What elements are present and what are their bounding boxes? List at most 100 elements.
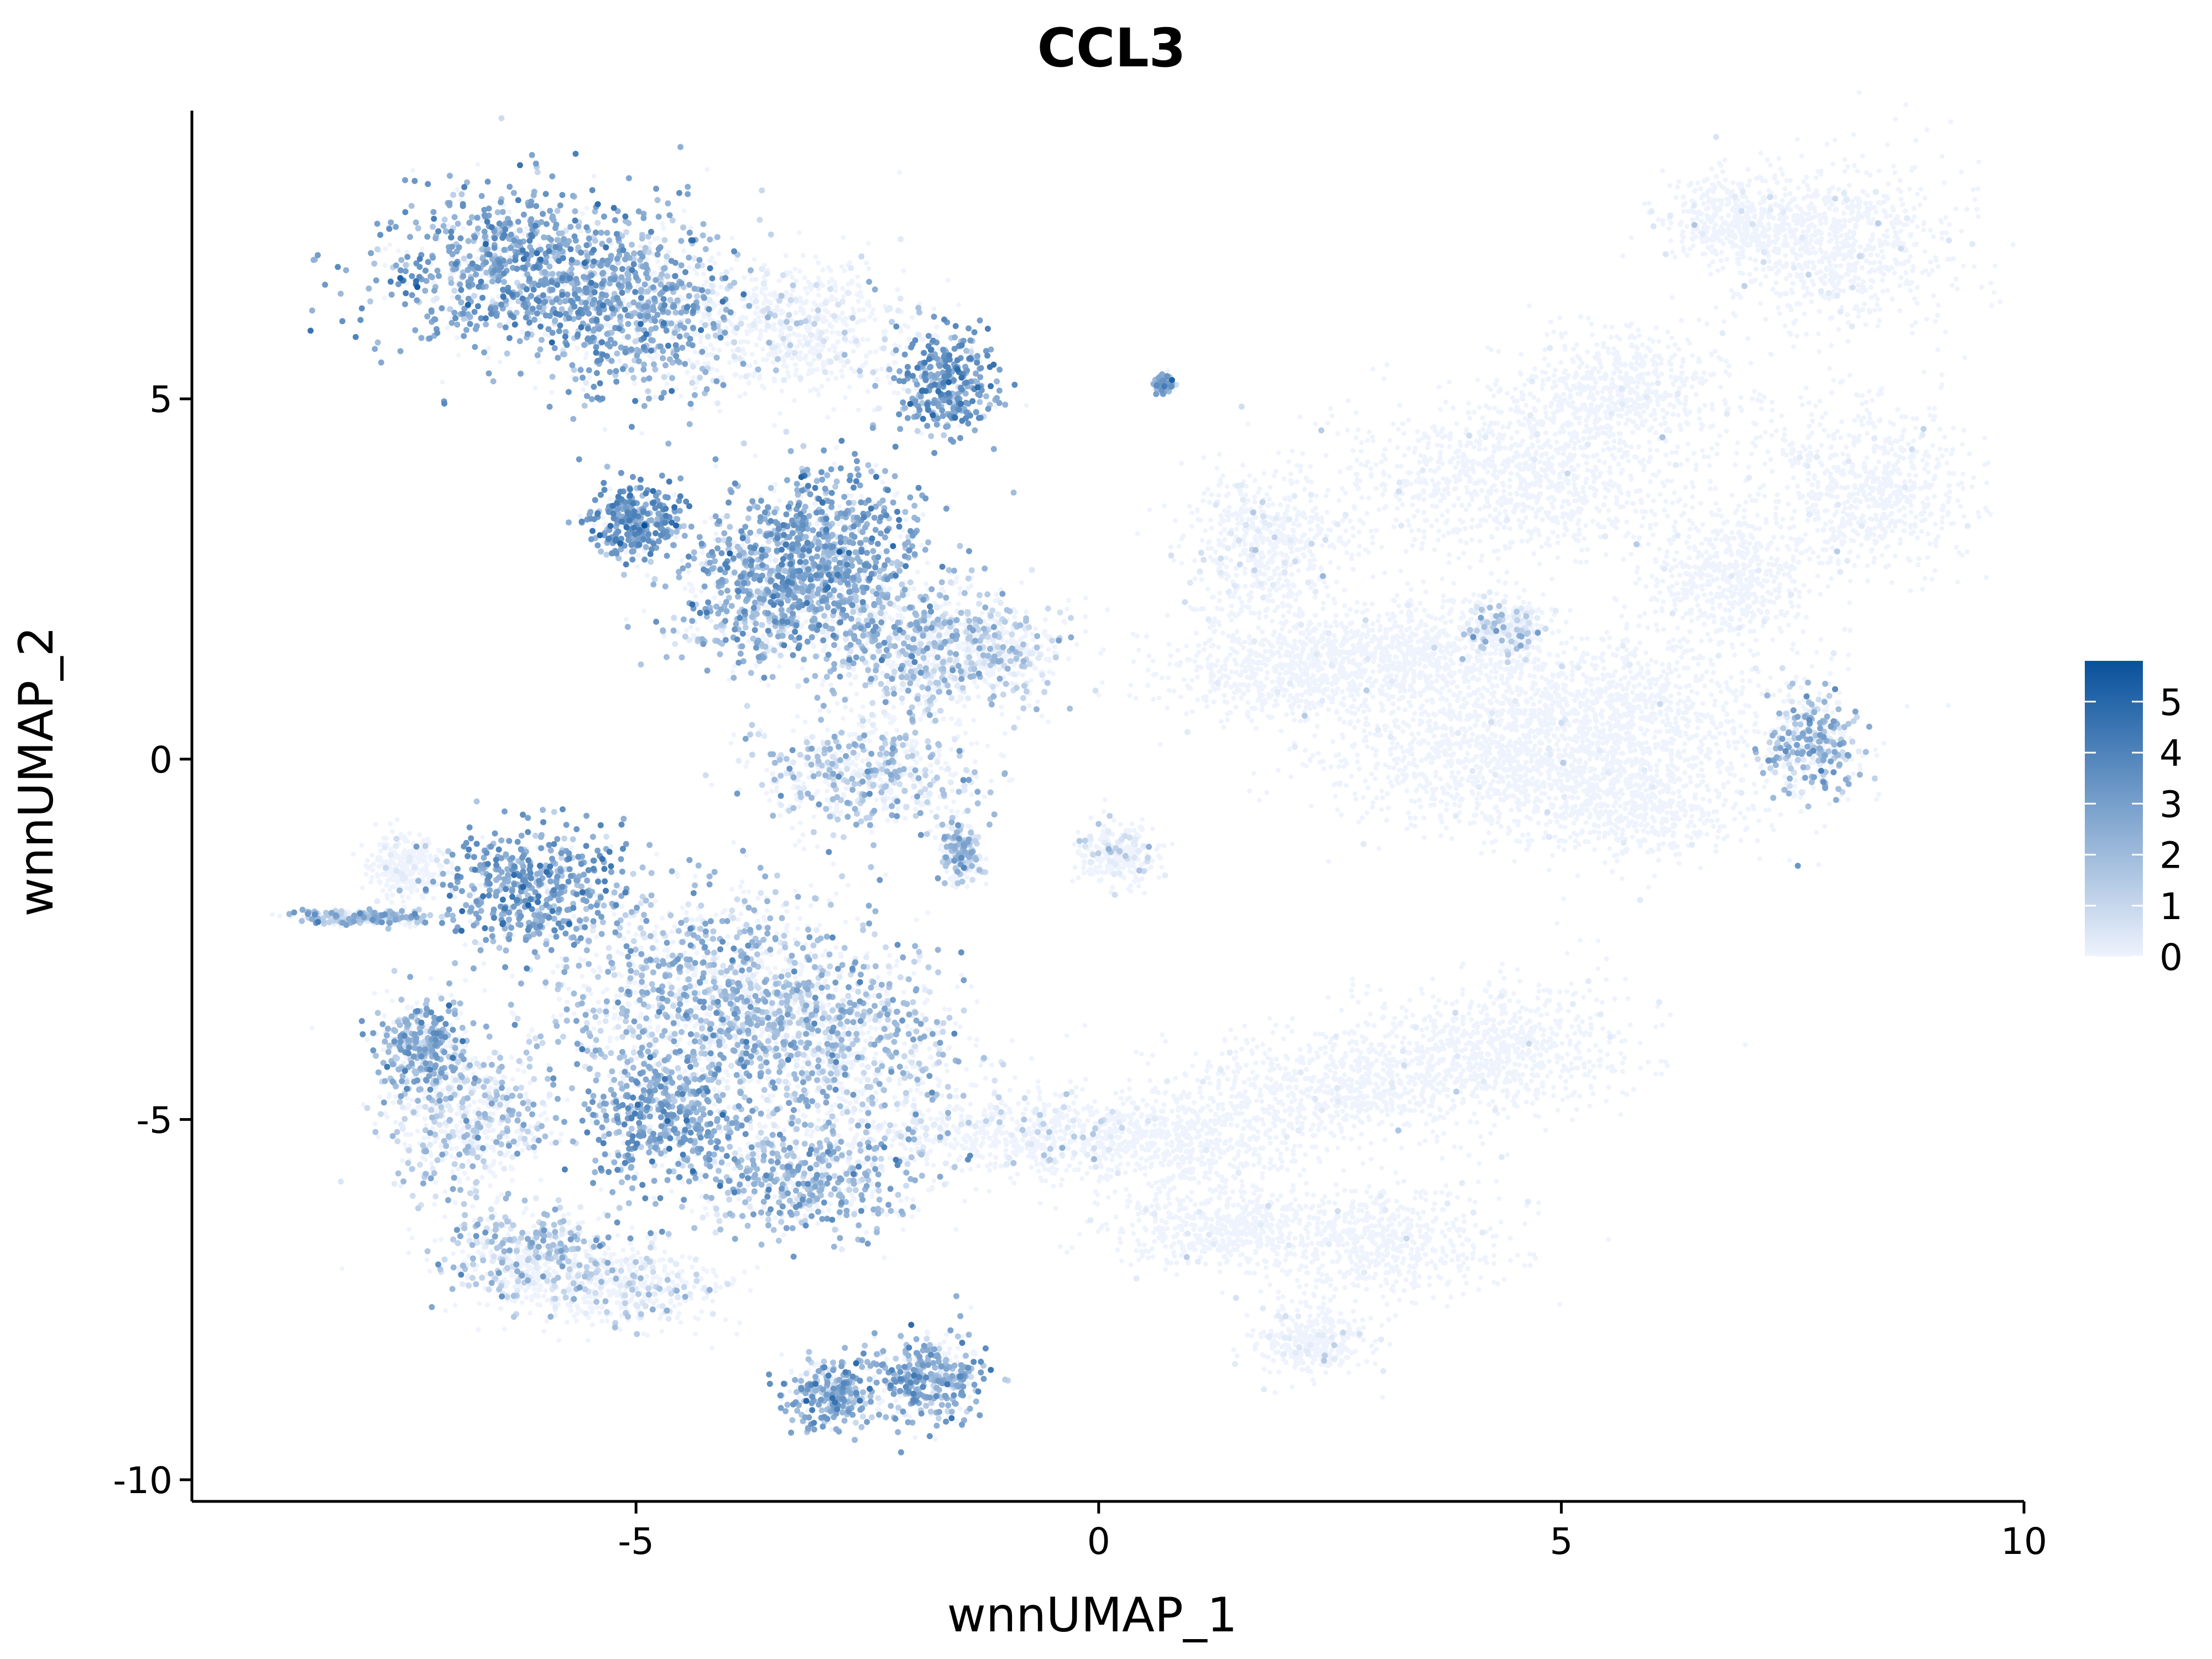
cell-point <box>643 984 648 989</box>
cell-point <box>1078 852 1083 857</box>
cell-point <box>796 338 802 344</box>
cell-point <box>801 343 806 348</box>
cell-point <box>855 282 860 288</box>
cell-point <box>583 355 588 361</box>
cell-point <box>433 1180 439 1185</box>
cell-point <box>901 387 906 392</box>
cell-point <box>738 374 743 380</box>
cell-point <box>898 534 903 539</box>
cell-point <box>810 1207 815 1213</box>
cell-point <box>1242 502 1248 507</box>
cell-point <box>791 728 796 733</box>
cell-point <box>1309 479 1314 485</box>
cell-point <box>1326 593 1331 598</box>
cell-point <box>837 315 842 320</box>
cell-point <box>618 1095 624 1100</box>
cell-point <box>903 517 909 523</box>
cell-point <box>1241 548 1246 554</box>
cell-point <box>840 286 846 291</box>
cell-point <box>1240 462 1245 468</box>
cell-point <box>743 391 748 397</box>
cell-point <box>943 760 948 766</box>
cell-point <box>902 322 907 328</box>
cell-point <box>1123 846 1129 851</box>
cell-point <box>796 838 802 844</box>
cell-point <box>800 1066 805 1071</box>
cell-point <box>1123 828 1129 834</box>
cell-point <box>536 243 542 248</box>
cell-point <box>1263 608 1269 613</box>
cell-point <box>951 799 956 805</box>
cell-point <box>710 1056 715 1061</box>
cell-point <box>753 293 759 299</box>
cell-point <box>639 945 644 951</box>
cell-point <box>874 797 879 802</box>
cell-point <box>674 386 680 392</box>
cell-point <box>1009 681 1015 686</box>
cell-point <box>550 969 556 975</box>
cell-point <box>792 266 798 272</box>
cell-point <box>680 905 685 910</box>
cell-point <box>893 818 899 824</box>
cell-point <box>870 729 876 735</box>
cell-point <box>797 916 803 921</box>
cell-point <box>868 1025 874 1030</box>
cell-point <box>529 1028 535 1034</box>
cell-point <box>808 281 813 287</box>
cell-point <box>842 268 847 274</box>
cell-point <box>821 319 826 325</box>
cell-point <box>1223 555 1229 561</box>
cell-point <box>1252 499 1258 504</box>
cell-point <box>776 664 782 669</box>
cell-point <box>854 763 859 768</box>
cell-point <box>1302 532 1307 538</box>
cell-point <box>580 211 586 216</box>
cell-point <box>801 1113 806 1118</box>
cell-point <box>641 608 646 614</box>
cell-point <box>891 705 896 710</box>
cell-point <box>377 1094 382 1100</box>
cell-point <box>1020 672 1026 677</box>
cell-point <box>946 1046 952 1051</box>
cell-point <box>698 1178 703 1184</box>
cell-point <box>753 663 759 669</box>
cell-point <box>873 1026 879 1031</box>
cell-point <box>647 353 653 358</box>
cell-point <box>816 293 821 298</box>
cell-point <box>1343 528 1349 534</box>
cell-point <box>892 717 897 722</box>
cell-point <box>714 291 720 297</box>
cell-point <box>838 951 843 957</box>
cell-point <box>479 1175 485 1180</box>
cell-point <box>803 619 808 624</box>
cell-point <box>746 639 752 644</box>
cell-point <box>1207 499 1212 505</box>
cell-point <box>695 359 700 365</box>
cell-point <box>948 747 954 752</box>
cell-point <box>1103 797 1108 802</box>
cell-point <box>712 260 718 266</box>
cell-point <box>440 379 445 385</box>
cell-point <box>865 757 870 762</box>
cell-point <box>794 367 799 373</box>
cell-point <box>804 300 809 305</box>
cell-point <box>431 895 436 901</box>
cell-point <box>644 257 649 262</box>
cell-point <box>697 1141 702 1146</box>
cell-point <box>862 317 867 323</box>
cell-point <box>994 592 999 597</box>
cell-point <box>465 1176 471 1181</box>
cell-point <box>1281 476 1287 482</box>
cell-point <box>692 349 698 355</box>
cell-point <box>843 786 849 791</box>
cell-point <box>1261 471 1267 476</box>
cell-point <box>548 933 554 938</box>
cell-point <box>973 1042 979 1048</box>
cell-point <box>959 973 964 978</box>
cell-point <box>1150 826 1155 832</box>
cell-point <box>1103 869 1109 875</box>
cell-point <box>902 816 907 821</box>
cell-point <box>953 1227 958 1232</box>
cell-point <box>925 1026 931 1032</box>
cell-point <box>910 1214 915 1219</box>
